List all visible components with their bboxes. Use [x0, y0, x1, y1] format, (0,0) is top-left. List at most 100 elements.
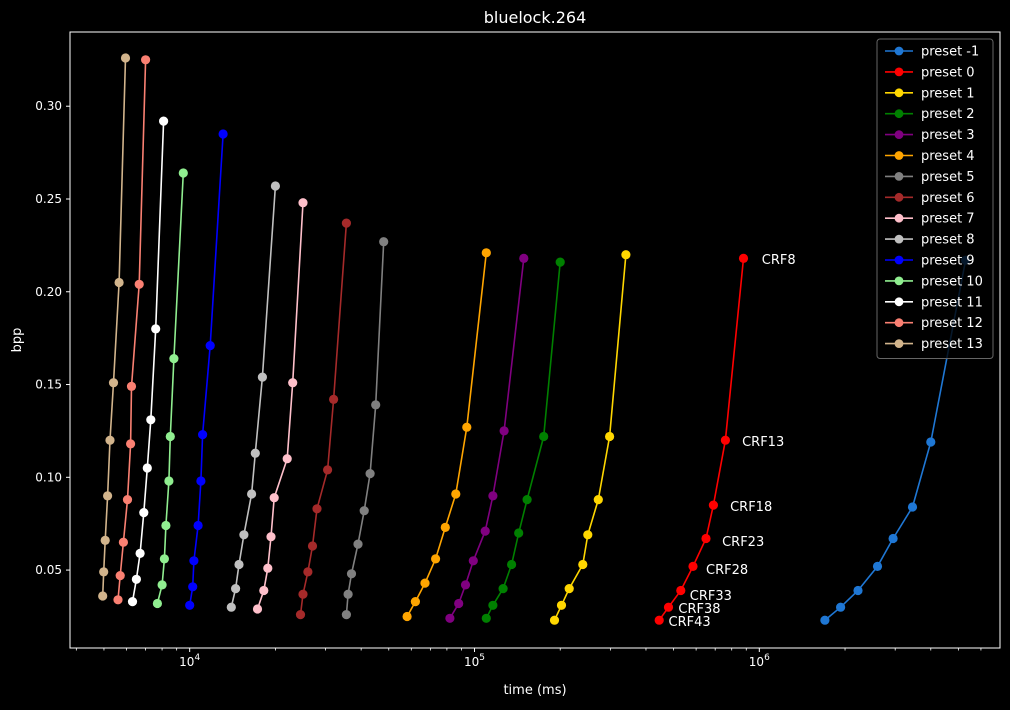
data-point [593, 495, 603, 505]
series-3 [481, 257, 565, 623]
legend: preset -1 preset 0 preset 1 preset 2 preset … [876, 38, 994, 359]
data-point [269, 493, 279, 503]
data-point [250, 448, 260, 458]
data-point [142, 463, 152, 473]
legend-label: preset 2 [921, 107, 975, 122]
legend-entry: preset 7 [885, 212, 975, 227]
legend-entry: preset -1 [885, 45, 979, 60]
y-axis-label: bpp [10, 328, 25, 353]
legend-marker [894, 192, 904, 202]
data-point [926, 437, 936, 447]
data-point [481, 248, 491, 258]
annotation-label: CRF43 [669, 615, 711, 630]
series-4 [445, 253, 529, 623]
legend-label: preset -1 [921, 45, 979, 60]
annotation-label: CRF23 [722, 535, 764, 550]
data-point [141, 55, 151, 65]
annotation-label: CRF38 [678, 602, 720, 617]
data-point [103, 491, 113, 501]
data-point [113, 595, 123, 605]
legend-label: preset 6 [921, 191, 975, 206]
data-point [676, 585, 686, 596]
data-point [122, 495, 133, 505]
legend-entry: preset 1 [885, 86, 975, 101]
legend-entry: preset 8 [885, 233, 975, 248]
annotation-label: CRF8 [762, 253, 796, 268]
data-point [341, 610, 351, 620]
data-point [556, 600, 567, 610]
data-point [252, 604, 263, 614]
data-point [270, 181, 280, 191]
data-point [298, 198, 308, 208]
data-point [178, 168, 188, 178]
legend-marker [894, 213, 904, 223]
series-line [101, 57, 127, 597]
legend-label: preset 11 [921, 295, 983, 310]
data-point [218, 129, 228, 139]
legend-entry: preset 11 [885, 295, 983, 310]
series-5 [402, 248, 491, 622]
legend-entry: preset 9 [885, 254, 975, 269]
legend-label: preset 7 [921, 212, 975, 227]
data-point [359, 506, 369, 516]
data-point [288, 378, 298, 388]
data-point [853, 585, 863, 596]
data-point [688, 561, 698, 572]
series-9 [226, 181, 280, 612]
data-point [257, 372, 267, 382]
legend-marker [894, 297, 904, 307]
legend-marker [894, 172, 904, 181]
legend-label: preset 3 [921, 128, 975, 143]
x-tick-label: 104 [179, 653, 200, 669]
data-point [621, 250, 631, 260]
series-14 [98, 53, 131, 601]
annotation-label: CRF33 [690, 589, 732, 604]
legend-entry: preset 6 [885, 191, 975, 206]
y-tick-label: 0.30 [35, 99, 62, 113]
data-point [462, 422, 472, 432]
plot-area [98, 53, 971, 625]
data-point [329, 394, 339, 404]
series-7 [295, 218, 351, 620]
data-point [583, 530, 593, 540]
data-point [118, 537, 128, 547]
y-tick-label: 0.15 [35, 378, 62, 392]
data-point [99, 567, 109, 577]
data-point [365, 469, 375, 479]
legend-entry: preset 13 [885, 337, 983, 352]
data-point [157, 580, 167, 590]
data-point [282, 454, 292, 464]
series-10 [185, 129, 228, 610]
data-point [169, 354, 179, 364]
legend-label: preset 9 [921, 254, 975, 269]
data-point [189, 556, 199, 566]
data-point [555, 257, 565, 267]
data-point [193, 520, 203, 531]
series-8 [252, 198, 308, 614]
data-point [100, 535, 110, 546]
data-point [126, 381, 137, 391]
legend-marker [894, 339, 904, 348]
data-point [564, 584, 574, 594]
axes: 0.05 0.10 0.15 0.20 0.25 0.30 104 105 106 [35, 31, 1001, 669]
data-point [440, 522, 450, 533]
y-tick-label: 0.25 [35, 192, 62, 206]
data-point [298, 589, 308, 599]
data-point [295, 610, 306, 620]
legend-entry: preset 4 [885, 149, 975, 164]
data-point [488, 491, 498, 501]
axes-frame [69, 31, 1001, 649]
legend-marker [894, 67, 904, 77]
data-point [379, 237, 389, 247]
legend-marker [894, 318, 904, 328]
data-point [115, 571, 125, 581]
legend-marker [894, 130, 904, 140]
data-point [663, 602, 674, 612]
series-6 [341, 237, 389, 620]
data-point [907, 502, 918, 512]
data-point [872, 561, 883, 572]
data-point [114, 277, 124, 288]
